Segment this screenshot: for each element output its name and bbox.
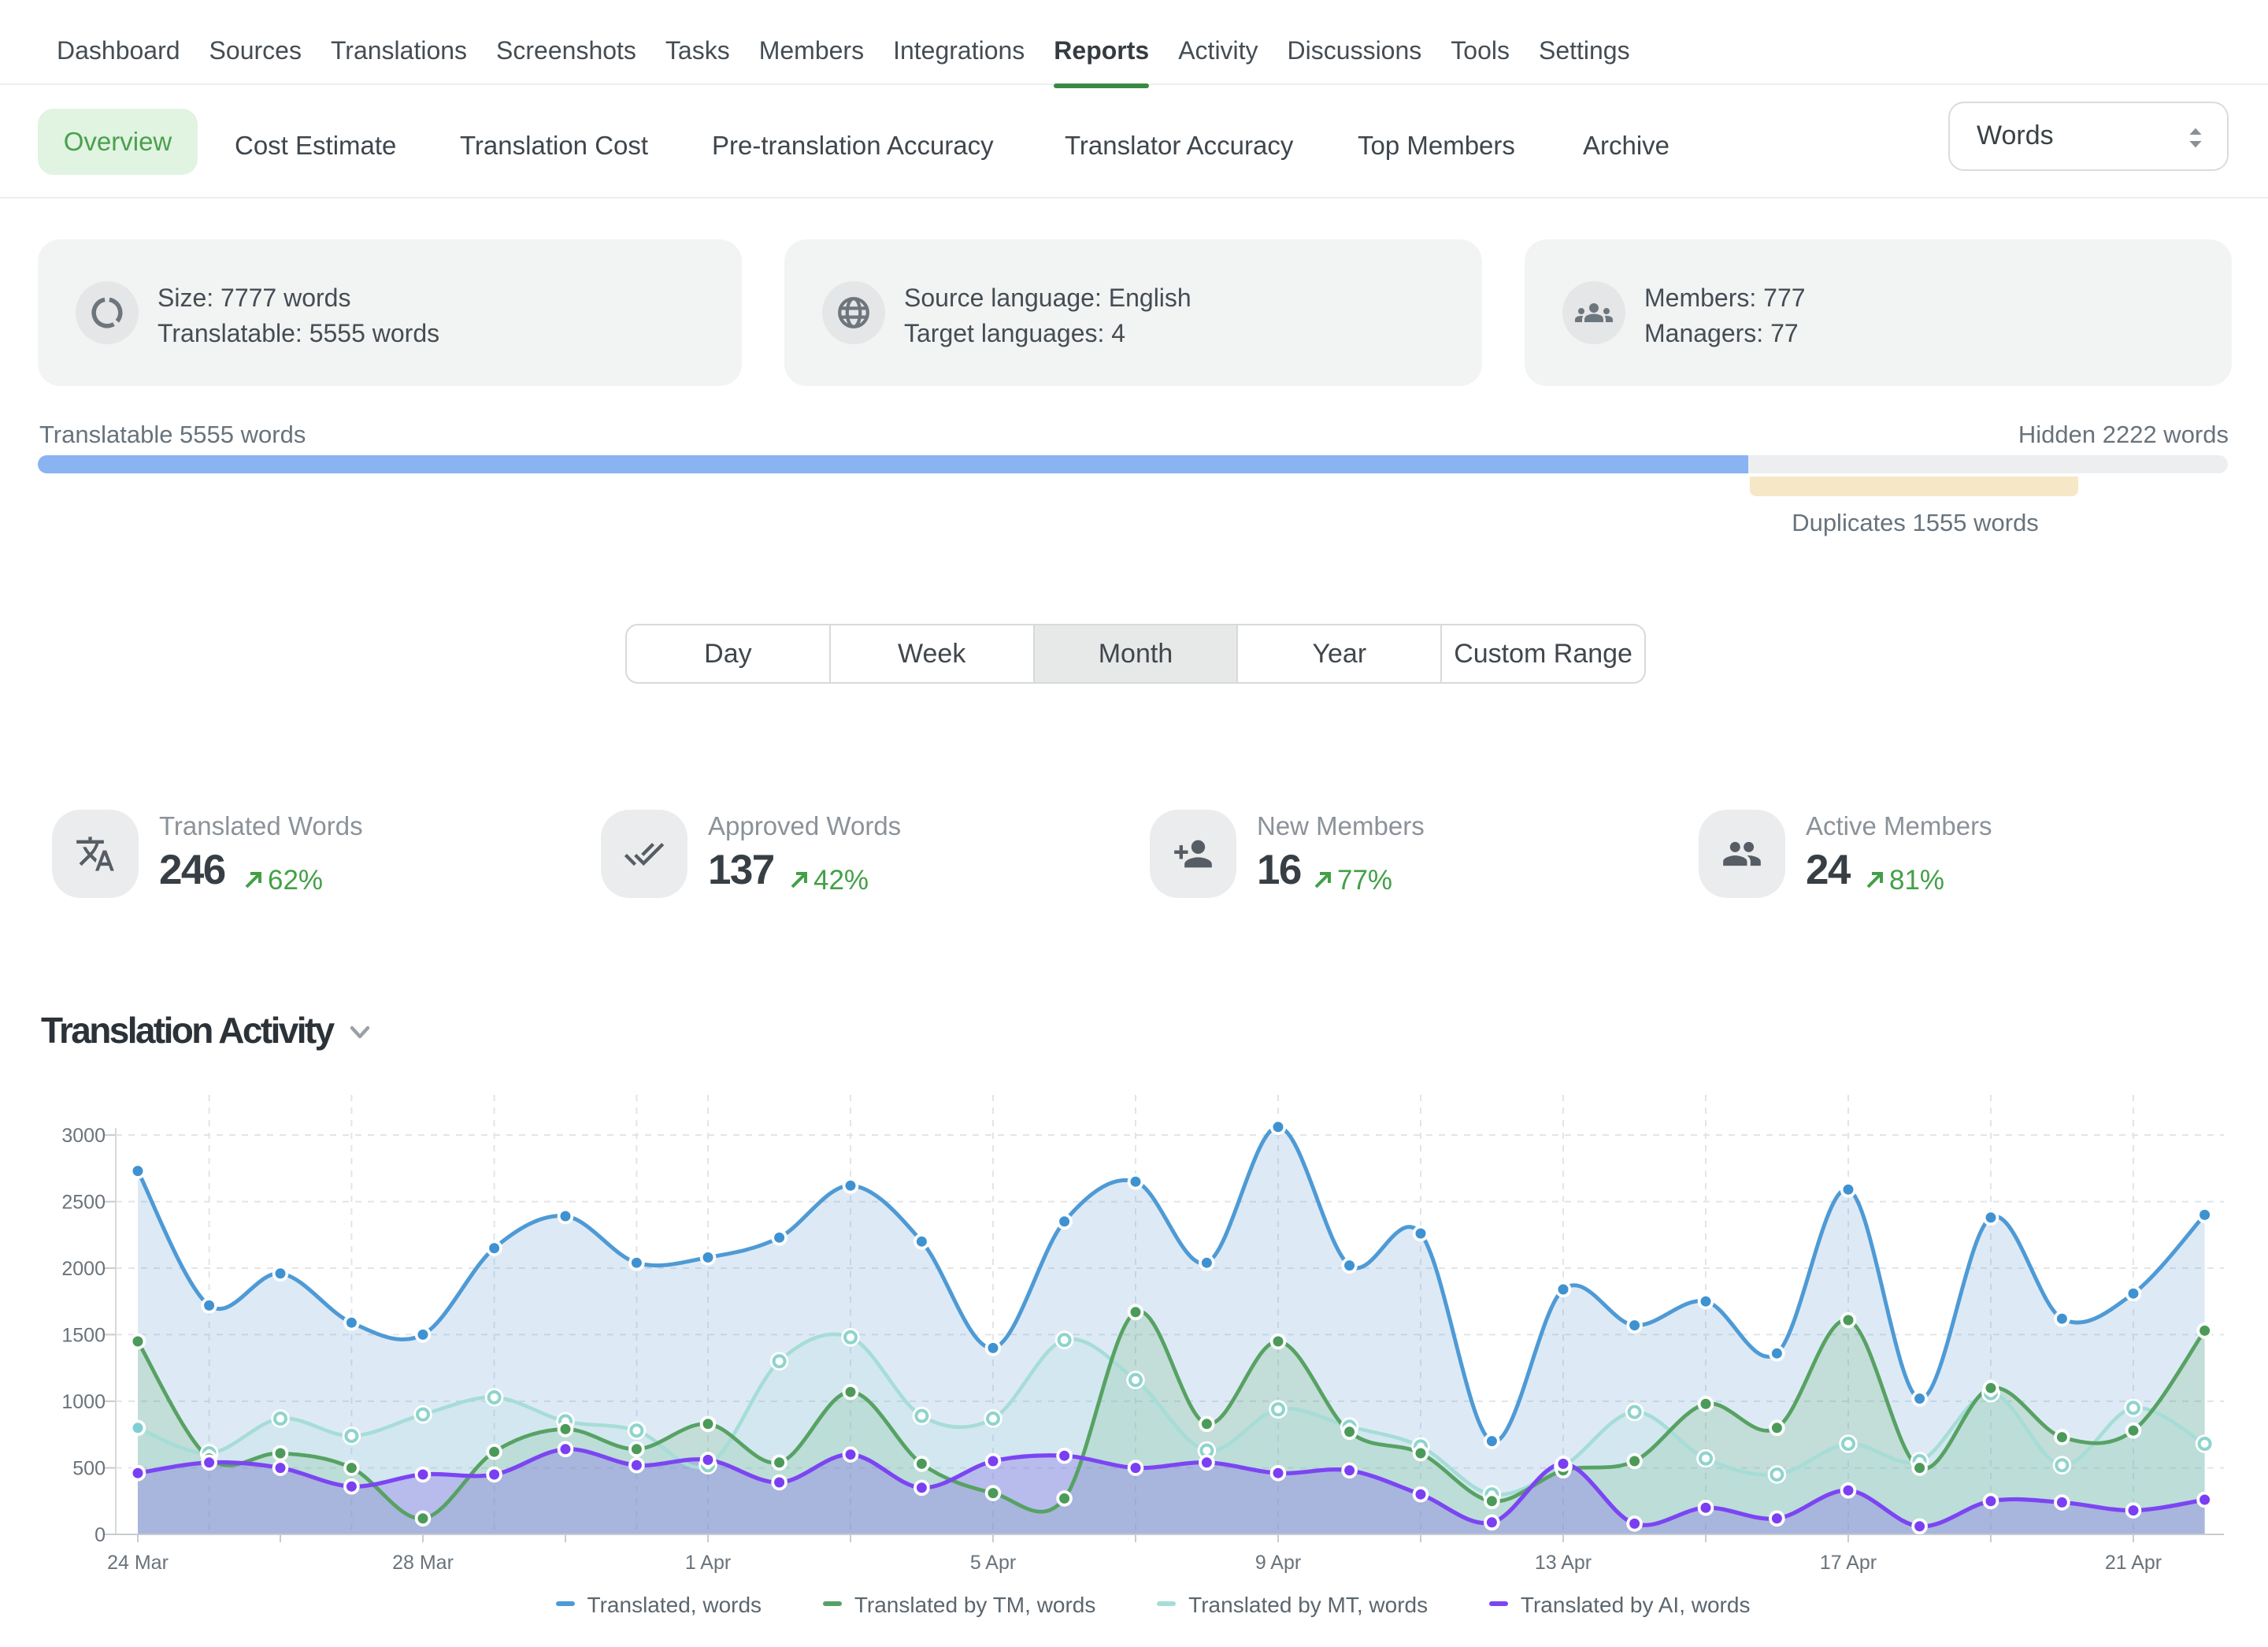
svg-text:9 Apr: 9 Apr <box>1255 1552 1301 1574</box>
svg-text:5 Apr: 5 Apr <box>970 1552 1016 1574</box>
svg-text:21 Apr: 21 Apr <box>2105 1552 2162 1574</box>
svg-text:1500: 1500 <box>61 1325 106 1347</box>
svg-text:28 Mar: 28 Mar <box>392 1552 454 1574</box>
svg-text:24 Mar: 24 Mar <box>107 1552 169 1574</box>
svg-text:0: 0 <box>94 1524 106 1546</box>
svg-text:3000: 3000 <box>61 1125 106 1147</box>
svg-text:2000: 2000 <box>61 1258 106 1280</box>
svg-text:13 Apr: 13 Apr <box>1535 1552 1592 1574</box>
svg-text:17 Apr: 17 Apr <box>1820 1552 1877 1574</box>
svg-text:2500: 2500 <box>61 1191 106 1213</box>
svg-text:1000: 1000 <box>61 1391 106 1413</box>
svg-text:500: 500 <box>72 1457 106 1479</box>
svg-text:1 Apr: 1 Apr <box>685 1552 731 1574</box>
